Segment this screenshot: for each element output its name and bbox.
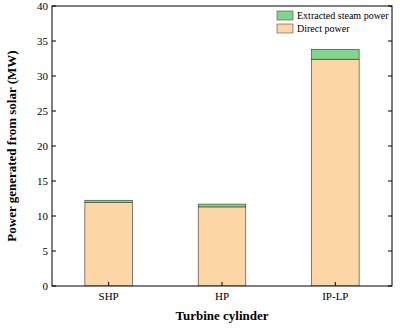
bar-segment xyxy=(198,207,246,286)
y-tick-right xyxy=(388,6,392,7)
y-tick xyxy=(52,146,56,147)
y-tick xyxy=(52,6,56,7)
y-tick-label: 20 xyxy=(37,140,49,152)
bar-segment xyxy=(85,200,133,202)
y-tick-label: 15 xyxy=(37,175,49,187)
x-tick-label: HP xyxy=(215,290,229,302)
y-tick-right xyxy=(388,286,392,287)
y-tick-label: 5 xyxy=(43,245,49,257)
y-axis-label: Power generated from solar (MW) xyxy=(4,50,19,241)
bar-segment xyxy=(312,49,360,59)
y-tick-right xyxy=(388,251,392,252)
legend-label: Extracted steam power xyxy=(297,10,389,21)
y-tick xyxy=(52,41,56,42)
legend-label: Direct power xyxy=(297,23,350,34)
y-tick-right xyxy=(388,216,392,217)
x-tick-label: SHP xyxy=(99,290,119,302)
legend-swatch xyxy=(277,11,293,20)
y-tick-right xyxy=(388,111,392,112)
x-tick xyxy=(222,282,223,286)
chart: 0 5 10 15 20 25 30 35 40 SHP HP IP-LP Turbine cylind… xyxy=(0,0,400,329)
bar-segment xyxy=(198,204,246,207)
bar-segment xyxy=(312,59,360,286)
y-tick xyxy=(52,251,56,252)
y-tick xyxy=(52,286,56,287)
x-axis-label: Turbine cylinder xyxy=(175,308,268,323)
y-tick-label: 35 xyxy=(37,35,49,47)
y-tick-right xyxy=(388,76,392,77)
bar-segment xyxy=(85,203,133,286)
legend-swatch xyxy=(277,24,293,33)
y-tick-right xyxy=(388,181,392,182)
y-tick xyxy=(52,216,56,217)
y-tick-right xyxy=(388,146,392,147)
x-tick xyxy=(335,282,336,286)
plot-frame xyxy=(52,6,392,286)
y-tick-label: 0 xyxy=(43,280,49,292)
y-tick-label: 30 xyxy=(37,70,49,82)
y-tick-right xyxy=(388,41,392,42)
y-tick xyxy=(52,181,56,182)
bars xyxy=(85,49,359,286)
y-tick-label: 40 xyxy=(37,0,49,12)
x-tick-label: IP-LP xyxy=(322,290,348,302)
y-tick-label: 10 xyxy=(37,210,49,222)
y-tick xyxy=(52,76,56,77)
legend: Extracted steam power Direct power xyxy=(277,10,389,34)
y-tick xyxy=(52,111,56,112)
x-tick xyxy=(108,282,109,286)
y-tick-label: 25 xyxy=(37,105,49,117)
